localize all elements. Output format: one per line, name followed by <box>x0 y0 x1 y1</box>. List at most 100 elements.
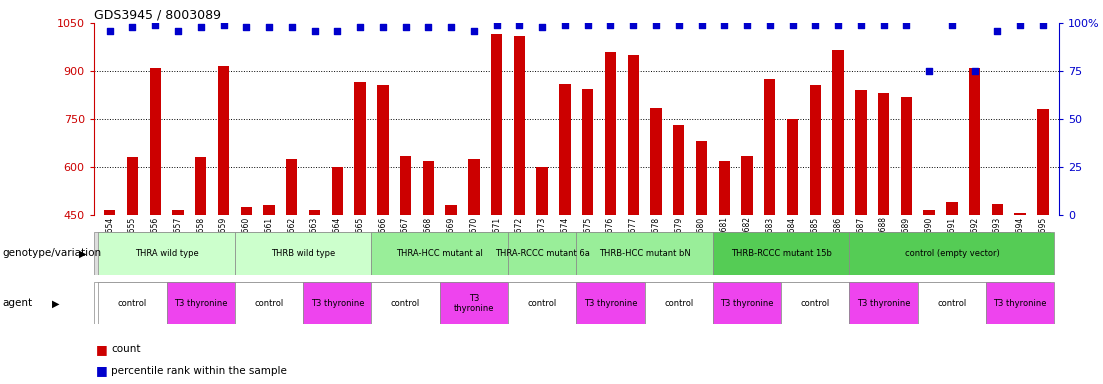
Bar <box>468 159 480 359</box>
Point <box>601 22 619 28</box>
Bar <box>849 232 1054 275</box>
Bar <box>235 232 372 275</box>
Bar <box>172 210 184 359</box>
Point <box>100 28 118 34</box>
Point <box>624 22 642 28</box>
Point <box>829 22 847 28</box>
Bar <box>582 89 593 359</box>
Point <box>943 22 961 28</box>
Text: THRB-HCC mutant bN: THRB-HCC mutant bN <box>599 249 690 258</box>
Text: GDS3945 / 8003089: GDS3945 / 8003089 <box>94 9 221 22</box>
Text: control: control <box>938 299 966 308</box>
Bar <box>576 282 644 324</box>
Bar <box>628 55 639 359</box>
Point <box>579 22 597 28</box>
Bar <box>764 79 775 359</box>
Text: T3
thyronine: T3 thyronine <box>453 294 494 313</box>
Bar <box>713 282 781 324</box>
Bar <box>696 141 707 359</box>
Bar <box>440 282 508 324</box>
Text: control: control <box>527 299 557 308</box>
Bar <box>167 282 235 324</box>
Bar <box>1015 214 1026 359</box>
Bar <box>923 210 935 359</box>
Bar <box>986 282 1054 324</box>
Bar <box>508 232 576 275</box>
Bar <box>576 232 713 275</box>
Point <box>988 28 1006 34</box>
Bar <box>918 282 986 324</box>
Bar <box>354 82 366 359</box>
Text: genotype/variation: genotype/variation <box>2 248 101 258</box>
Point <box>147 22 164 28</box>
Point <box>1011 22 1029 28</box>
Bar <box>855 90 867 359</box>
Text: count: count <box>111 344 141 354</box>
Bar <box>946 202 957 359</box>
Bar <box>98 232 235 275</box>
Text: THRB wild type: THRB wild type <box>271 249 335 258</box>
Bar <box>833 50 844 359</box>
Bar <box>992 204 1003 359</box>
Text: THRB-RCCC mutant 15b: THRB-RCCC mutant 15b <box>731 249 832 258</box>
Bar <box>644 282 713 324</box>
Bar <box>651 108 662 359</box>
Point <box>260 24 278 30</box>
Bar <box>127 157 138 359</box>
Point <box>852 22 869 28</box>
Text: THRA-HCC mutant al: THRA-HCC mutant al <box>396 249 483 258</box>
Point <box>784 22 802 28</box>
Bar <box>422 161 435 359</box>
Point <box>419 24 437 30</box>
Bar <box>514 36 525 359</box>
Text: T3 thyronine: T3 thyronine <box>720 299 774 308</box>
Point <box>693 22 710 28</box>
Bar <box>878 93 889 359</box>
Text: THRA-RCCC mutant 6a: THRA-RCCC mutant 6a <box>495 249 590 258</box>
Bar <box>901 97 912 359</box>
Point <box>329 28 346 34</box>
Point <box>875 22 892 28</box>
Text: control: control <box>664 299 694 308</box>
Bar <box>508 282 576 324</box>
Bar <box>372 282 440 324</box>
Text: ■: ■ <box>96 343 108 356</box>
Point <box>716 22 733 28</box>
Point <box>647 22 665 28</box>
Bar <box>786 119 799 359</box>
Text: T3 thyronine: T3 thyronine <box>311 299 364 308</box>
Point <box>1035 22 1052 28</box>
Point <box>670 22 687 28</box>
Point <box>442 24 460 30</box>
Text: control (empty vector): control (empty vector) <box>904 249 999 258</box>
Point <box>237 24 255 30</box>
Bar <box>810 86 821 359</box>
Point <box>215 22 233 28</box>
Bar <box>536 167 548 359</box>
Bar <box>332 167 343 359</box>
Bar <box>400 156 411 359</box>
Bar <box>98 282 167 324</box>
Point <box>488 22 505 28</box>
Bar <box>235 282 303 324</box>
Text: ▶: ▶ <box>79 248 87 258</box>
Bar <box>240 207 251 359</box>
Point <box>169 28 186 34</box>
Bar <box>718 161 730 359</box>
Point <box>397 24 415 30</box>
Bar <box>713 232 849 275</box>
Bar <box>968 68 981 359</box>
Text: T3 thyronine: T3 thyronine <box>583 299 638 308</box>
Point <box>920 68 938 74</box>
Bar <box>104 210 116 359</box>
Bar <box>150 68 161 359</box>
Text: T3 thyronine: T3 thyronine <box>857 299 910 308</box>
Bar <box>491 34 502 359</box>
Point <box>306 28 323 34</box>
Point <box>283 24 301 30</box>
Bar <box>1037 109 1049 359</box>
Bar <box>604 52 617 359</box>
Point <box>351 24 368 30</box>
Bar <box>264 205 275 359</box>
Bar <box>849 282 918 324</box>
